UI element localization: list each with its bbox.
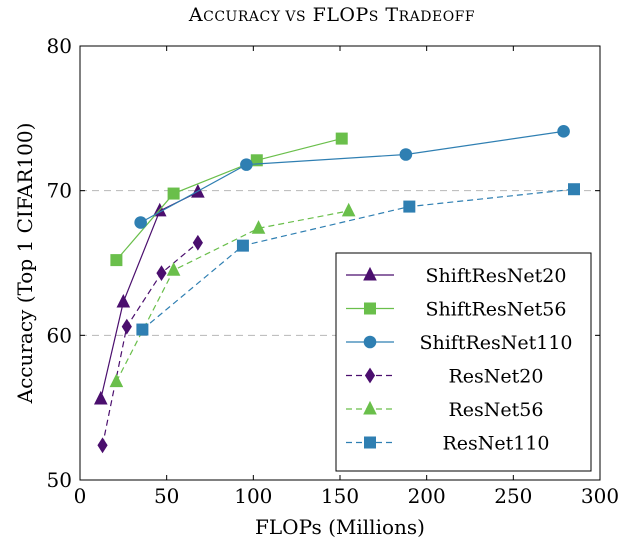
legend-label-resnet20: ResNet20 [449,366,544,388]
series-line-resnet20 [101,242,199,446]
y-tick-label: 50 [47,468,72,492]
data-point-shiftresnet56 [110,254,123,267]
legend-entry-resnet110: ResNet110 [346,433,550,455]
data-point-resnet20 [156,265,167,282]
y-tick-label: 60 [47,323,72,347]
data-point-resnet56 [251,220,266,234]
data-point-shiftresnet20 [116,293,131,308]
data-point-shiftresnet56 [335,132,348,145]
y-axis-title: Accuracy (Top 1 CIFAR100) [13,123,37,405]
chart-title: ACCURACY VS FLOPS TRADEOFF [188,4,475,26]
data-point-resnet110 [136,323,149,336]
x-axis-title: FLOPs (Millions) [255,515,425,539]
legend-entry-shiftresnet110: ShiftResNet110 [346,332,573,354]
legend-label-shiftresnet56: ShiftResNet56 [426,299,567,321]
x-tick-label: 250 [494,484,532,508]
legend-label-shiftresnet20: ShiftResNet20 [426,265,567,287]
legend-label-shiftresnet110: ShiftResNet110 [419,332,572,354]
legend-marker-resnet110 [364,436,376,449]
data-point-shiftresnet56 [167,187,180,200]
series-line-resnet110 [142,188,575,331]
series-resnet56 [109,202,356,388]
series-line-resnet56 [115,210,349,382]
data-point-resnet56 [341,202,356,217]
series-line-shiftresnet110 [140,130,564,224]
legend-marker-resnet56 [363,400,377,415]
legend-marker-resnet20 [364,367,376,384]
legend-entry-resnet20: ResNet20 [346,366,543,388]
data-point-resnet20 [121,318,132,335]
series-shiftresnet110 [134,125,570,229]
legend-marker-shiftresnet20 [363,266,377,281]
legend-entry-shiftresnet56: ShiftResNet56 [346,299,566,321]
legend: ShiftResNet20 ShiftResNet56 ShiftResNet110… [335,252,592,472]
data-point-resnet110 [568,183,580,196]
x-tick-label: 50 [154,484,179,508]
data-point-resnet56 [109,373,124,388]
legend-box [335,252,592,472]
legend-entry-shiftresnet20: ShiftResNet20 [346,265,566,287]
series-layer [93,125,580,454]
data-point-resnet110 [403,200,416,213]
legend-label-resnet56: ResNet56 [449,399,544,421]
y-tick-label: 70 [47,179,72,203]
x-tick-label: 300 [581,484,619,508]
x-tick-label: 0 [74,484,87,508]
legend-label-resnet110: ResNet110 [442,433,549,455]
legend-entry-resnet56: ResNet56 [346,399,543,421]
data-point-shiftresnet110 [240,158,253,171]
x-tick-label: 150 [321,484,359,508]
data-point-resnet20 [97,437,108,454]
series-line-shiftresnet56 [115,138,342,261]
legend-marker-shiftresnet56 [364,302,376,315]
data-point-shiftresnet110 [134,216,147,229]
data-point-shiftresnet110 [399,148,413,161]
data-point-resnet110 [236,239,249,252]
legend-marker-shiftresnet110 [363,335,377,349]
data-point-resnet20 [192,234,203,251]
x-tick-label: 200 [408,484,446,508]
data-point-shiftresnet110 [557,125,570,138]
data-point-shiftresnet20 [93,390,108,405]
series-resnet110 [136,183,580,336]
y-tick-label: 80 [47,34,72,58]
x-tick-label: 100 [234,484,272,508]
data-point-shiftresnet56 [250,154,263,167]
data-point-resnet56 [166,262,181,276]
